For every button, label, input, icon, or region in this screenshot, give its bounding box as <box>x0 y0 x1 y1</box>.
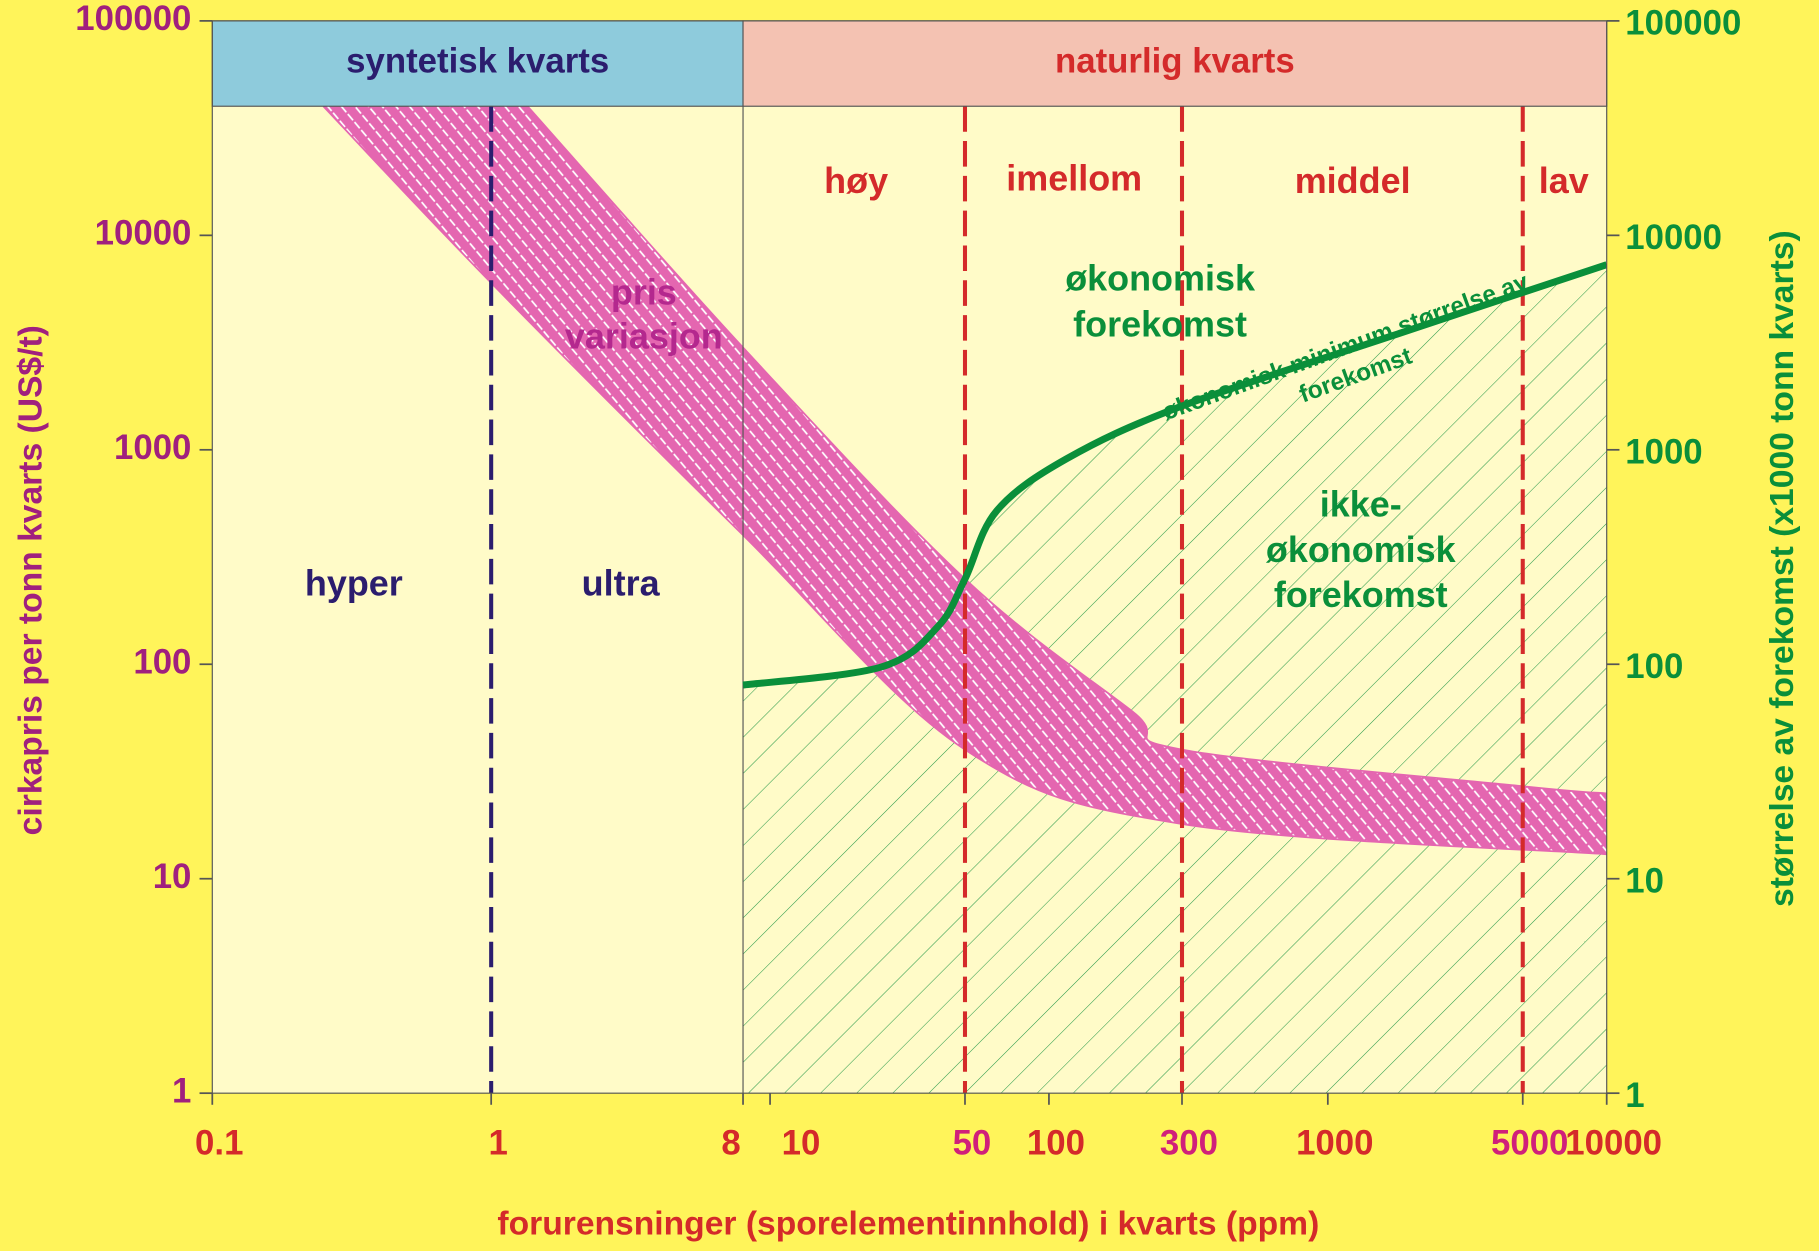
annotation: lav <box>1539 160 1589 201</box>
annotation-text: variasjon <box>565 315 723 356</box>
y-tick-label: 1 <box>172 1071 191 1110</box>
x-tick-label: 10000 <box>1565 1124 1662 1163</box>
annotation-text: hyper <box>305 563 403 604</box>
y2-tick-label: 100 <box>1625 647 1683 686</box>
x-tick-label: 5000 <box>1491 1124 1568 1163</box>
annotation-text: høy <box>824 160 888 201</box>
x-tick-label: 10 <box>782 1124 821 1163</box>
hatch-area <box>743 264 1607 1094</box>
annotation-text: middel <box>1295 160 1411 201</box>
series-line <box>742 261 1607 689</box>
annotation: høy <box>824 160 888 201</box>
x-axis-label: forurensninger (sporelementinnhold) i kv… <box>497 1205 1319 1242</box>
header-label: naturlig kvarts <box>1055 42 1295 81</box>
annotation-text: lav <box>1539 160 1589 201</box>
annotation-text: pris <box>611 271 677 312</box>
annotation-text: ultra <box>582 563 661 604</box>
annotation: imellom <box>1006 158 1142 199</box>
annotation: hyper <box>305 563 403 604</box>
y-tick-label: 10 <box>153 857 192 896</box>
y2-tick-label: 100000 <box>1625 4 1741 43</box>
y-tick-label: 1000 <box>114 428 191 467</box>
x-tick-label: 1000 <box>1296 1124 1373 1163</box>
y-tick-label: 100000 <box>75 0 191 38</box>
y-tick-label: 100 <box>133 642 191 681</box>
header-label: syntetisk kvarts <box>346 42 609 81</box>
y2-axis-label: størrelse av forekomst (x1000 tonn kvart… <box>1764 230 1801 907</box>
x-tick-label: 100 <box>1027 1124 1085 1163</box>
annotation-text: økonomisk <box>1065 257 1256 298</box>
x-tick-label: 8 <box>721 1124 740 1163</box>
annotation: ultra <box>582 563 661 604</box>
header-region <box>742 20 1608 107</box>
y2-tick-label: 1 <box>1625 1076 1644 1115</box>
annotation-text: imellom <box>1006 158 1142 199</box>
x-tick-label: 300 <box>1160 1124 1218 1163</box>
y-tick-label: 10000 <box>95 214 192 253</box>
x-tick-label: 1 <box>488 1124 507 1163</box>
band-upper-edge <box>526 105 1607 795</box>
annotation: økonomisk forekomst <box>1065 257 1256 344</box>
plot-layer <box>322 105 1607 1094</box>
y2-tick-label: 1000 <box>1625 433 1702 472</box>
annotation-text: ikke- <box>1320 484 1402 525</box>
x-tick-label: 50 <box>953 1124 992 1163</box>
plot-frame <box>211 20 1608 1094</box>
annotation: middel <box>1295 160 1411 201</box>
x-tick-label: 0.1 <box>195 1124 243 1163</box>
annotation-text: forekomst <box>1274 574 1448 615</box>
annotation-text: økonomisk <box>1266 529 1457 570</box>
y-axis-label: cirkapris per tonn kvarts (US$/t) <box>12 325 49 835</box>
price-band <box>323 106 1607 855</box>
band-lower-edge <box>322 105 1607 856</box>
y2-tick-label: 10000 <box>1625 218 1722 257</box>
annotation-text: forekomst <box>1073 304 1247 345</box>
y2-tick-label: 10 <box>1625 862 1664 901</box>
overlay-layer: syntetisk kvarts naturlig kvarts110100100… <box>75 0 1741 1163</box>
header-region <box>211 20 744 107</box>
